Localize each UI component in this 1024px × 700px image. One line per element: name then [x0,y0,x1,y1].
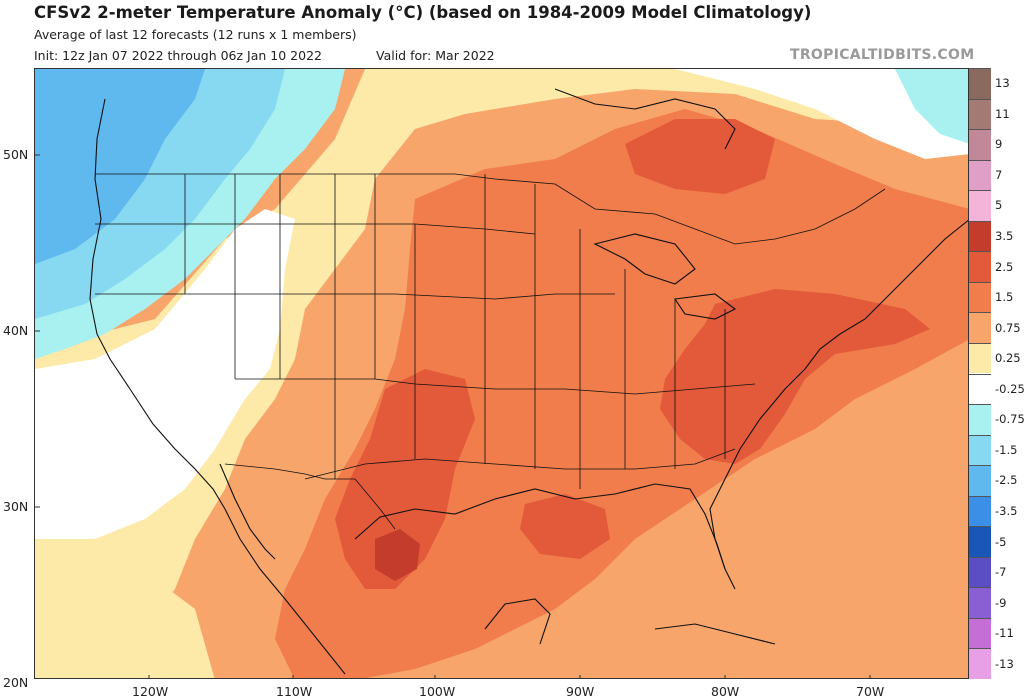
colorbar-swatch [969,251,991,282]
map-graticule [35,154,871,678]
colorbar-swatch [969,190,991,221]
colorbar-label: -2.5 [995,473,1018,488]
colorbar-label: -0.25 [995,381,1024,396]
anomaly-region-pale-south [35,549,215,678]
colorbar-swatch [969,129,991,160]
lon-label-120w: 120W [132,684,169,699]
colorbar-label: -3.5 [995,503,1018,518]
anomaly-hotspot-hudson-bay [625,119,775,194]
colorbar-label: 11 [995,106,1010,121]
colorbar-legend: 13 11 9 7 5 3.5 2.5 1.5 0.75 0.25 -0.25 -0.75 -1.5 -2… [969,68,1024,679]
lon-label-80w: 80W [711,684,740,699]
map-title: CFSv2 2-meter Temperature Anomaly (°C) (… [34,3,812,22]
colorbar-swatch [969,648,991,679]
border-us-canada [95,173,886,245]
colorbar-swatch [969,342,991,374]
colorbar-label: 9 [995,137,1003,152]
colorbar-label: -1.5 [995,442,1018,457]
colorbar-swatch [969,556,991,588]
coastline-hudson-bay [554,88,736,150]
coastline-yucatan [484,598,551,645]
colorbar-swatch [969,159,991,191]
colorbar-label: 13 [995,76,1010,91]
anomaly-region-neutral-west [35,209,295,539]
anomaly-hotspot-gulf [520,494,610,559]
colorbar-label: 0.25 [995,351,1021,366]
anomaly-hotspot-mid-atlantic [660,289,930,464]
source-watermark: TROPICALTIDBITS.COM [790,47,975,63]
lon-label-100w: 100W [419,684,456,699]
anomaly-hotspot-mexico-core [375,529,420,581]
colorbar-label: 1.5 [995,290,1014,305]
colorbar-swatch [969,495,991,527]
colorbar-swatch [969,373,991,405]
colorbar-label: 7 [995,167,1003,182]
colorbar-swatch [969,526,991,557]
coastline-baja [219,463,276,560]
colorbar-swatch [969,281,991,313]
colorbar-swatch [969,587,991,618]
colorbar-label: 0.75 [995,320,1021,335]
anomaly-region-cool-northeast [895,69,968,144]
lat-label-50n: 50N [3,147,29,162]
colorbar-label: -13 [995,656,1014,671]
colorbar-swatch [969,68,991,99]
colorbar-label: 5 [995,198,1003,213]
colorbar-label: 3.5 [995,229,1014,244]
lon-label-90w: 90W [566,684,595,699]
coastlines [89,88,968,675]
valid-time: Valid for: Mar 2022 [376,48,495,63]
lat-label-40n: 40N [3,323,29,338]
lon-label-70w: 70W [856,684,885,699]
map-subtitle: Average of last 12 forecasts (12 runs x … [34,27,357,42]
colorbar-swatch [969,220,991,252]
anomaly-region-warm-central [275,109,968,678]
border-us-mexico [224,463,396,530]
colorbar-swatch [969,434,991,466]
political-borders [95,173,886,530]
colorbar-swatch [969,312,991,343]
colorbar-label: -11 [995,626,1014,641]
coastline-pacific [89,98,346,675]
colorbar-label: 2.5 [995,259,1014,274]
init-time: Init: 12z Jan 07 2022 through 06z Jan 10… [34,48,322,63]
coastline-atlantic [709,219,968,570]
colorbar-swatch [969,617,991,649]
colorbar-label: -5 [995,534,1007,549]
anomaly-region-cold-core [35,69,205,264]
colorbar-label: -9 [995,595,1007,610]
lat-label-20n: 20N [3,675,29,690]
anomaly-region-neutral-northeast [675,69,968,159]
colorbar-swatch [969,404,991,435]
colorbar-swatch [969,465,991,496]
lon-label-110w: 110W [276,684,313,699]
anomaly-map[interactable] [34,68,969,679]
map-canvas [35,69,968,678]
anomaly-hotspot-southwest [335,369,475,589]
coastline-cuba [654,623,776,645]
colorbar-label: -7 [995,565,1007,580]
colorbar-label: -0.75 [995,412,1024,427]
colorbar-swatch [969,98,991,130]
lat-label-30n: 30N [3,499,29,514]
